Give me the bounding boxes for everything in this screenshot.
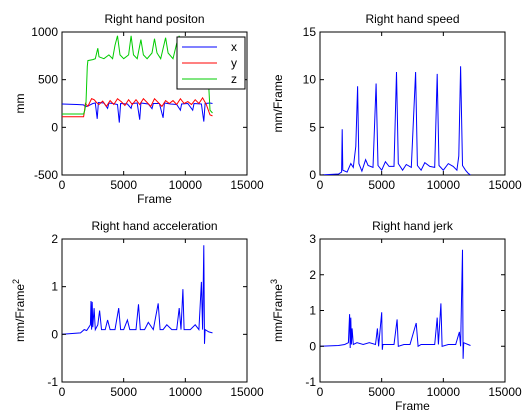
position-y-tick-label: 0 — [51, 120, 58, 134]
position-legend-label-y: y — [231, 56, 237, 70]
position-y-axis-label: mm — [13, 94, 27, 114]
speed-x-tick-label: 5000 — [368, 178, 395, 192]
jerk-y-tick-label: 1 — [309, 304, 316, 318]
speed-y-tick-label: 0 — [309, 168, 316, 182]
jerk-y-tick-label: 0 — [309, 339, 316, 353]
acceleration-x-tick-label: 5000 — [110, 385, 137, 399]
jerk-y-axis-label-text: mm/Frame — [271, 284, 285, 342]
acceleration-plot-lines — [62, 245, 213, 344]
position-legend-label-x: x — [231, 40, 237, 54]
position-series-line-y — [62, 96, 213, 118]
acceleration-title: Right hand acceleration — [91, 219, 217, 233]
position-x-tick-label: 0 — [59, 178, 66, 192]
jerk-axes-frame — [319, 238, 506, 383]
position-series-line-x — [62, 101, 213, 123]
position-x-axis-label: Frame — [137, 192, 172, 206]
jerk-x-tick-label: 5000 — [368, 385, 395, 399]
jerk-y-tick-label: 2 — [309, 268, 316, 282]
acceleration-x-tick-label: 15000 — [230, 385, 264, 399]
position-title: Right hand positon — [104, 12, 204, 26]
jerk-title: Right hand jerk — [372, 219, 454, 233]
acceleration-y-axis-label: mm/Frame2 — [11, 279, 27, 342]
speed-subplot: Right hand speed mm/Frame 0 5000 10000 1500… — [271, 12, 522, 192]
position-y-tick-label: 500 — [38, 73, 58, 87]
acceleration-y-axis-label-text: mm/Frame — [13, 284, 27, 342]
jerk-y-axis-label-exponent: 3 — [269, 279, 279, 284]
speed-plot-lines — [320, 66, 471, 175]
position-y-tick-label: -500 — [34, 168, 58, 182]
acceleration-y-tick-label: 1 — [51, 280, 58, 294]
acceleration-x-tick-label: 10000 — [169, 385, 203, 399]
jerk-x-tick-label: 10000 — [427, 385, 461, 399]
speed-y-axis-label-text: mm/Frame — [271, 74, 285, 132]
position-y-tick-label: 1000 — [31, 25, 58, 39]
position-x-tick-label: 15000 — [230, 178, 264, 192]
position-y-axis-label-text: mm — [13, 94, 27, 114]
position-x-tick-label: 10000 — [169, 178, 203, 192]
speed-title: Right hand speed — [365, 12, 459, 26]
position-subplot: Right hand positon Frame mm 0 5000 10000 15… — [13, 12, 264, 206]
speed-y-tick-label: 10 — [303, 73, 317, 87]
speed-x-tick-label: 0 — [317, 178, 324, 192]
acceleration-y-tick-label: -1 — [47, 375, 58, 389]
speed-x-tick-label: 10000 — [427, 178, 461, 192]
acceleration-series-line-1 — [62, 245, 213, 344]
acceleration-y-tick-label: 2 — [51, 232, 58, 246]
speed-axes-frame — [319, 31, 506, 176]
jerk-plot-lines — [320, 249, 471, 359]
jerk-x-tick-label: 0 — [317, 385, 324, 399]
jerk-series-line-1 — [320, 249, 471, 359]
speed-series-line-1 — [320, 66, 471, 175]
jerk-y-axis-label: mm/Frame3 — [269, 279, 285, 342]
speed-y-tick-label: 15 — [303, 25, 317, 39]
speed-y-axis-label: mm/Frame — [271, 74, 285, 132]
acceleration-subplot: Right hand acceleration mm/Frame2 0 5000 1… — [11, 219, 264, 399]
jerk-x-tick-label: 15000 — [488, 385, 522, 399]
acceleration-axes-frame — [61, 238, 248, 383]
jerk-subplot: Right hand jerk Frame mm/Frame3 0 5000 100… — [269, 219, 522, 413]
acceleration-y-axis-label-exponent: 2 — [11, 279, 21, 284]
position-x-tick-label: 5000 — [110, 178, 137, 192]
acceleration-y-tick-label: 0 — [51, 327, 58, 341]
speed-x-tick-label: 15000 — [488, 178, 522, 192]
position-legend: xyz — [176, 36, 246, 90]
jerk-y-tick-label: 3 — [309, 232, 316, 246]
acceleration-x-tick-label: 0 — [59, 385, 66, 399]
jerk-x-axis-label: Frame — [395, 399, 430, 413]
position-legend-label-z: z — [231, 72, 237, 86]
speed-y-tick-label: 5 — [309, 120, 316, 134]
jerk-y-tick-label: -1 — [305, 375, 316, 389]
